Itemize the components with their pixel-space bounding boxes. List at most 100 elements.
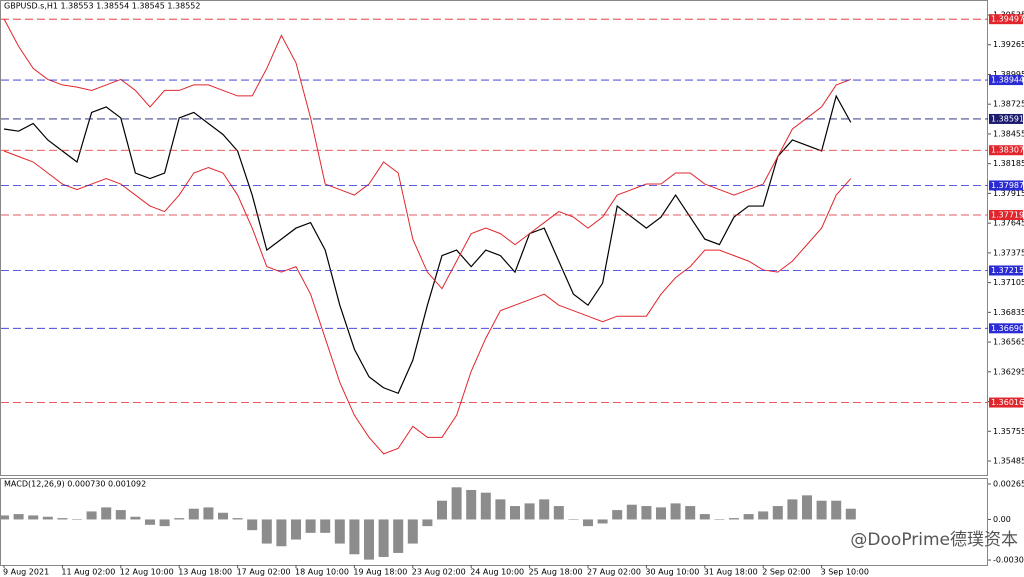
x-tick-label: 30 Aug 10:00 <box>645 568 699 577</box>
macd-bar <box>553 506 564 520</box>
macd-bar <box>597 519 608 524</box>
band-line <box>3 18 851 290</box>
level-label-box <box>989 113 1023 124</box>
macd-bar <box>203 507 214 520</box>
level-label-box <box>989 323 1023 334</box>
macd-bar <box>670 503 681 520</box>
x-tick-label: 23 Aug 02:00 <box>412 568 466 577</box>
y-tick-label: 1.38185 <box>993 159 1024 168</box>
x-tick-label: 3 Sep 10:00 <box>821 568 869 577</box>
macd-bar <box>510 506 520 520</box>
macd-bar <box>845 508 856 520</box>
x-tick-label: 2 Sep 02:00 <box>762 568 810 577</box>
level-label-box <box>989 14 1023 25</box>
macd-bar <box>495 499 506 520</box>
level-label: 1.36016 <box>991 398 1024 407</box>
level-label: 1.36690 <box>991 324 1024 333</box>
watermark: @DooPrime德璞资本 <box>850 530 1018 550</box>
y-tick-label: 0.002651 <box>993 479 1024 488</box>
macd-bar <box>218 512 228 520</box>
macd-bar <box>466 489 477 520</box>
macd-bar <box>758 511 769 520</box>
macd-bar <box>743 514 754 520</box>
macd-bar <box>291 519 301 540</box>
macd-bar <box>320 519 331 533</box>
macd-bar <box>656 507 666 520</box>
macd-title: MACD(12,26,9) 0.000730 0.001092 <box>4 480 146 489</box>
x-tick-label: 17 Aug 02:00 <box>237 568 291 577</box>
macd-bar <box>437 500 447 520</box>
macd-bar <box>729 518 739 520</box>
macd-bar <box>480 492 491 520</box>
macd-bar <box>378 519 389 557</box>
x-tick-label: 11 Aug 02:00 <box>61 568 115 577</box>
macd-bar <box>0 515 9 520</box>
level-label-box <box>989 209 1023 220</box>
macd-bar <box>86 511 97 520</box>
x-tick-label: 27 Aug 02:00 <box>587 568 641 577</box>
macd-bar <box>568 519 579 520</box>
macd-bar <box>115 510 126 520</box>
macd-bar <box>831 500 842 520</box>
macd-bar <box>802 495 812 520</box>
level-label: 1.37215 <box>991 266 1024 275</box>
macd-bar <box>539 499 550 520</box>
macd-bar <box>816 500 827 520</box>
band-line <box>3 150 852 455</box>
level-label-box <box>989 265 1023 276</box>
macd-bar <box>130 516 141 520</box>
macd-bar <box>232 518 243 520</box>
macd-bar <box>626 504 637 520</box>
y-tick-label: 1.37375 <box>993 248 1024 257</box>
level-label-box <box>989 180 1023 191</box>
macd-bar <box>714 519 725 520</box>
macd-bar <box>13 514 24 520</box>
y-tick-label: 1.38725 <box>993 100 1024 109</box>
y-tick-label: -0.00303 <box>993 556 1024 565</box>
y-tick-label: 1.35755 <box>993 427 1024 436</box>
macd-bar <box>772 506 783 520</box>
level-label-box <box>989 75 1023 86</box>
macd-bar <box>422 519 433 527</box>
x-tick-label: 31 Aug 18:00 <box>704 568 758 577</box>
x-tick-label: 25 Aug 18:00 <box>529 568 583 577</box>
macd-bar <box>28 515 39 520</box>
x-tick-label: 13 Aug 18:00 <box>178 568 232 577</box>
macd-bar <box>407 519 418 544</box>
y-tick-label: 1.39265 <box>993 40 1024 49</box>
chart-title: GBPUSD.s,H1 1.38553 1.38554 1.38545 1.38… <box>4 2 200 11</box>
macd-bar <box>699 514 710 520</box>
macd-bar <box>612 510 623 520</box>
macd-bar <box>247 519 258 531</box>
macd-bar <box>145 519 155 525</box>
macd-bar <box>101 507 112 520</box>
macd-bar <box>72 519 82 520</box>
macd-bar <box>393 519 404 553</box>
macd-bar <box>451 487 462 520</box>
y-tick-label: 1.36565 <box>993 338 1024 347</box>
level-label-box <box>989 397 1023 408</box>
main-panel <box>0 0 988 476</box>
macd-bar <box>334 519 345 544</box>
macd-bar <box>188 508 199 520</box>
macd-bar <box>261 519 272 544</box>
level-label: 1.37719 <box>991 210 1024 219</box>
y-tick-label: 1.37105 <box>993 278 1024 287</box>
macd-bar <box>159 519 170 527</box>
y-tick-label: 1.37915 <box>993 189 1024 198</box>
level-label: 1.38591 <box>991 114 1024 123</box>
x-tick-label: 18 Aug 10:00 <box>295 568 349 577</box>
macd-bar <box>524 503 535 520</box>
y-tick-label: 1.35485 <box>993 457 1024 466</box>
x-tick-label: 19 Aug 18:00 <box>353 568 407 577</box>
macd-bar <box>641 506 652 520</box>
level-label: 1.38307 <box>991 146 1024 155</box>
x-tick-label: 12 Aug 10:00 <box>120 568 174 577</box>
macd-bar <box>349 519 360 555</box>
macd-bar <box>685 506 696 520</box>
macd-bar <box>305 519 316 533</box>
y-tick-label: 1.36295 <box>993 367 1024 376</box>
y-tick-label: 1.38995 <box>993 70 1024 79</box>
macd-bar <box>42 516 53 520</box>
